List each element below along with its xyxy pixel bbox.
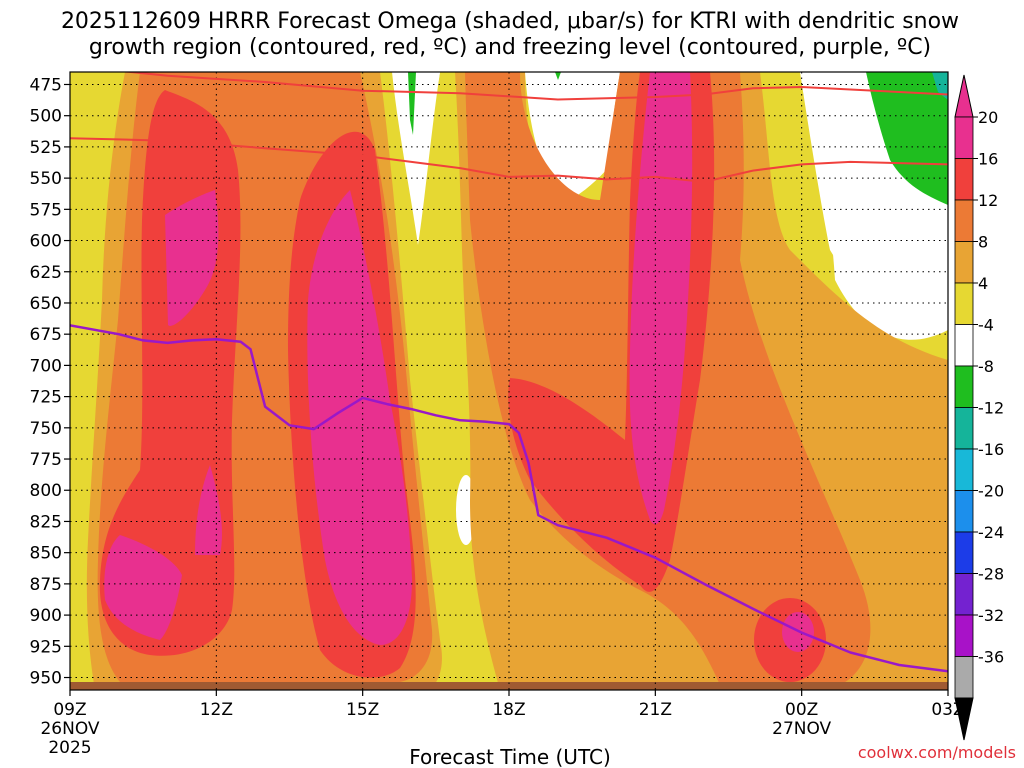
y-tick-label: 900: [30, 606, 62, 626]
omega-band-gt-20: [629, 72, 693, 525]
colorbar-bottom-arrow: [954, 697, 974, 741]
contour-lines: [70, 72, 948, 673]
colorbar-swatch: [954, 282, 974, 325]
x-tick-label: 21Z: [639, 700, 672, 720]
x-axis-title: Forecast Time (UTC): [409, 745, 611, 768]
y-tick-label: 800: [30, 481, 62, 501]
colorbar-label: -8: [978, 357, 994, 376]
y-tick-label: 600: [30, 232, 62, 252]
x-tick-label: 12Z: [200, 700, 233, 720]
colorbar-swatch: [954, 448, 974, 491]
colorbar-label: -4: [978, 316, 994, 335]
omega-band-neg-4-8: [866, 72, 948, 205]
y-tick-label: 525: [30, 138, 62, 158]
omega-band-neg-8-12: [932, 72, 948, 100]
terrain-below-ground: [70, 682, 948, 690]
colorbar-swatch: [954, 573, 974, 616]
colorbar-swatch: [954, 407, 974, 450]
x-tick-date-label: 26NOV: [40, 719, 99, 739]
x-tick-label: 00Z: [785, 700, 818, 720]
y-tick-label: 850: [30, 544, 62, 564]
x-tick-label: 15Z: [346, 700, 379, 720]
x-tick-label: 18Z: [492, 700, 525, 720]
omega-band-neg-4-8: [555, 72, 561, 80]
colorbar-label: -24: [978, 523, 1004, 542]
credit-text: coolwx.com/models: [858, 743, 1016, 762]
dgz-isotherm-upper: [121, 72, 948, 101]
x-tick-year-label: 2025: [48, 738, 91, 758]
colorbar-swatch: [954, 656, 974, 699]
colorbar-swatch: [954, 324, 974, 367]
y-tick-label: 775: [30, 450, 62, 470]
colorbar-swatch: [954, 158, 974, 201]
x-tick-label: 09Z: [53, 700, 86, 720]
y-tick-label: 500: [30, 107, 62, 127]
colorbar-label: -20: [978, 482, 1004, 501]
chart-title-line-2: growth region (contoured, red, ºC) and f…: [89, 35, 931, 60]
omega-band-neg-4-8: [408, 72, 416, 135]
plot-area: [70, 72, 948, 690]
colorbar-label: -36: [978, 648, 1004, 667]
colorbar-swatch: [954, 116, 974, 159]
omega-band-gt-20: [195, 465, 222, 555]
dgz-isotherm-lower: [70, 137, 948, 183]
y-tick-label: 725: [30, 388, 62, 408]
colorbar-swatch: [954, 531, 974, 574]
y-tick-label: 675: [30, 325, 62, 345]
colorbar-label: -32: [978, 606, 1004, 625]
chart-title-line-1: 2025112609 HRRR Forecast Omega (shaded, …: [61, 9, 959, 34]
y-tick-label: 700: [30, 356, 62, 376]
grid-lines: [70, 72, 948, 690]
colorbar-label: -28: [978, 565, 1004, 584]
y-axis: 475 500 525 550 575 600 625 650 675 700 725 750 775 8…: [30, 75, 70, 689]
colorbar-top-arrow: [954, 74, 974, 118]
colorbar-label: 16: [978, 150, 998, 169]
colorbar-swatch: [954, 365, 974, 408]
colorbar-swatch: [954, 614, 974, 657]
colorbar-swatch: [954, 241, 974, 284]
colorbar-swatch: [954, 199, 974, 242]
colorbar-label: 20: [978, 108, 998, 127]
colorbar-label: -16: [978, 440, 1004, 459]
y-tick-label: 475: [30, 75, 62, 95]
x-tick-date-label: 27NOV: [772, 719, 831, 739]
colorbar-label: 12: [978, 191, 998, 210]
y-tick-label: 825: [30, 512, 62, 532]
y-tick-label: 750: [30, 419, 62, 439]
y-tick-label: 550: [30, 169, 62, 189]
y-tick-label: 950: [30, 669, 62, 689]
omega-band-gt-20: [165, 190, 219, 326]
colorbar-label: 4: [978, 274, 988, 293]
y-tick-label: 650: [30, 294, 62, 314]
y-tick-label: 625: [30, 263, 62, 283]
y-tick-label: 875: [30, 575, 62, 595]
colorbar-label: -12: [978, 399, 1004, 418]
colorbar-swatch: [954, 490, 974, 533]
freezing-level-line: [70, 324, 948, 673]
y-tick-label: 925: [30, 637, 62, 657]
omega-band-gt-20: [104, 535, 182, 640]
y-tick-label: 575: [30, 200, 62, 220]
colorbar-label: 8: [978, 233, 988, 252]
colorbar: 20 16 12 8 4 -4 -8 -12 -16 -20 -24 -28 -32 -36: [954, 74, 1004, 741]
omega-band-gt-20: [307, 190, 412, 645]
omega-shaded-field: [70, 72, 948, 690]
